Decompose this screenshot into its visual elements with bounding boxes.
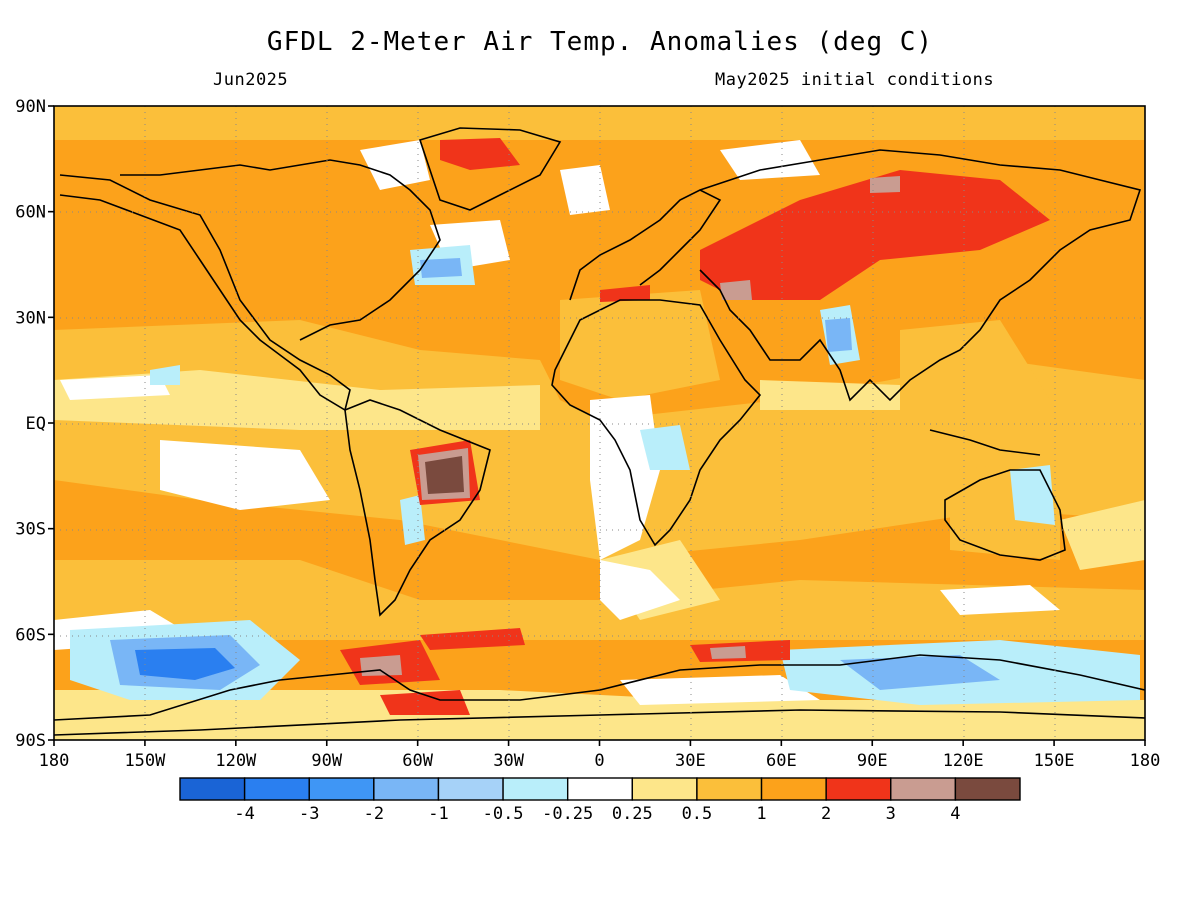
lat-label: 60N <box>15 203 46 223</box>
lon-label: 60W <box>402 751 433 771</box>
colorbar-label: -3 <box>299 804 319 824</box>
lon-label: 30E <box>675 751 706 771</box>
colorbar-swatch <box>566 777 634 801</box>
initial-conditions-label: May2025 initial conditions <box>715 70 995 90</box>
lat-label: 30S <box>15 520 46 540</box>
colorbar-label: -0.25 <box>542 804 593 824</box>
colorbar-label: 4 <box>950 804 960 824</box>
colorbar-swatch <box>631 777 698 801</box>
lon-label: 60E <box>766 751 797 771</box>
longitude-axis: 180 150W 120W 90W 60W 30W 0 30E 60E 90E 120E 150E 18… <box>39 740 1161 771</box>
colorbar-label: 0.25 <box>612 804 653 824</box>
anomaly-negative-strong <box>135 648 235 680</box>
colorbar: -4 -3 -2 -1 -0.5 -0.25 0.25 0.5 1 2 3 4 <box>179 777 1021 824</box>
lon-label: 0 <box>594 751 604 771</box>
colorbar-label: -4 <box>234 804 254 824</box>
colorbar-swatch <box>825 777 892 801</box>
map-title: GFDL 2-Meter Air Temp. Anomalies (deg C) <box>266 27 934 57</box>
lon-label: 90E <box>857 751 888 771</box>
colorbar-label: 1 <box>756 804 766 824</box>
colorbar-label: 3 <box>886 804 896 824</box>
colorbar-swatch <box>243 777 310 801</box>
colorbar-swatch <box>502 777 569 801</box>
lon-label: 180 <box>1130 751 1161 771</box>
lat-label: 90N <box>15 97 46 117</box>
lat-label: 60S <box>15 625 46 645</box>
lon-label: 120W <box>215 751 257 771</box>
forecast-month: Jun2025 <box>213 70 289 90</box>
colorbar-swatch <box>308 777 375 801</box>
colorbar-swatch <box>696 777 763 801</box>
latitude-axis: 90N 60N 30N EQ 30S 60S 90S <box>15 97 54 751</box>
colorbar-label: 0.5 <box>682 804 713 824</box>
colorbar-swatch <box>760 777 827 801</box>
colorbar-swatch <box>373 777 440 801</box>
lon-label: 120E <box>943 751 984 771</box>
colorbar-swatch <box>954 777 1021 801</box>
lon-label: 30W <box>493 751 524 771</box>
lon-label: 150E <box>1034 751 1075 771</box>
coastlines <box>54 127 1145 736</box>
anomaly-map <box>54 106 1145 740</box>
lat-label: 30N <box>15 308 46 328</box>
lon-label: 90W <box>311 751 342 771</box>
colorbar-label: -2 <box>364 804 384 824</box>
colorbar-label: -1 <box>428 804 448 824</box>
colorbar-swatch <box>437 777 504 801</box>
graticule <box>54 106 1145 740</box>
colorbar-swatch <box>890 777 957 801</box>
colorbar-swatch <box>179 777 246 801</box>
colorbar-label: -0.5 <box>483 804 524 824</box>
anomaly-over-4-regions <box>425 456 464 494</box>
colorbar-label: 2 <box>821 804 831 824</box>
lon-label: 150W <box>124 751 166 771</box>
lat-label: EQ <box>26 414 46 434</box>
lat-label: 90S <box>15 731 46 751</box>
lon-label: 180 <box>39 751 70 771</box>
